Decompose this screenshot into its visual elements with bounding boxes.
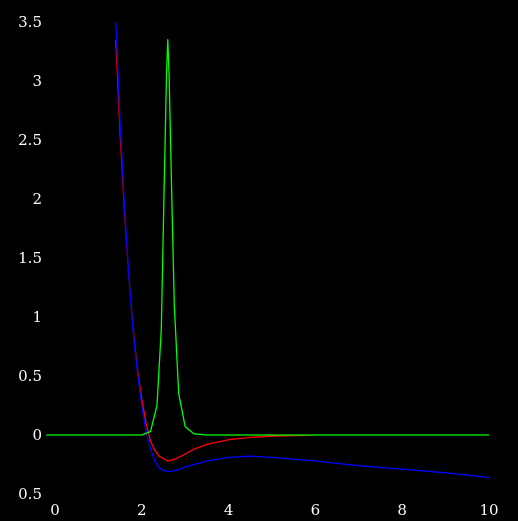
series-line	[115, 21, 490, 479]
y-tick-label: 3	[32, 72, 42, 90]
y-tick-label: 0	[32, 426, 42, 444]
y-tick-label: 0.5	[18, 485, 42, 503]
y-tick-label: 2	[32, 190, 42, 208]
y-axis-ticks: 3.5 3 2.5 2 1.5 1 0.5 0 0.5	[18, 13, 42, 503]
y-tick-label: 1	[32, 308, 42, 326]
x-axis-ticks: 0 2 4 6 8 10	[50, 501, 498, 519]
x-tick-label: 10	[479, 501, 498, 519]
x-tick-label: 8	[397, 501, 407, 519]
series-layer	[46, 21, 490, 479]
y-tick-label: 3.5	[18, 13, 42, 31]
x-tick-label: 6	[311, 501, 321, 519]
y-tick-label: 1.5	[18, 249, 42, 267]
x-tick-label: 2	[137, 501, 147, 519]
y-tick-label: 2.5	[18, 131, 42, 149]
x-tick-label: 0	[50, 501, 60, 519]
y-tick-label: 0.5	[18, 367, 42, 385]
series-line	[46, 39, 489, 436]
x-tick-label: 4	[224, 501, 234, 519]
